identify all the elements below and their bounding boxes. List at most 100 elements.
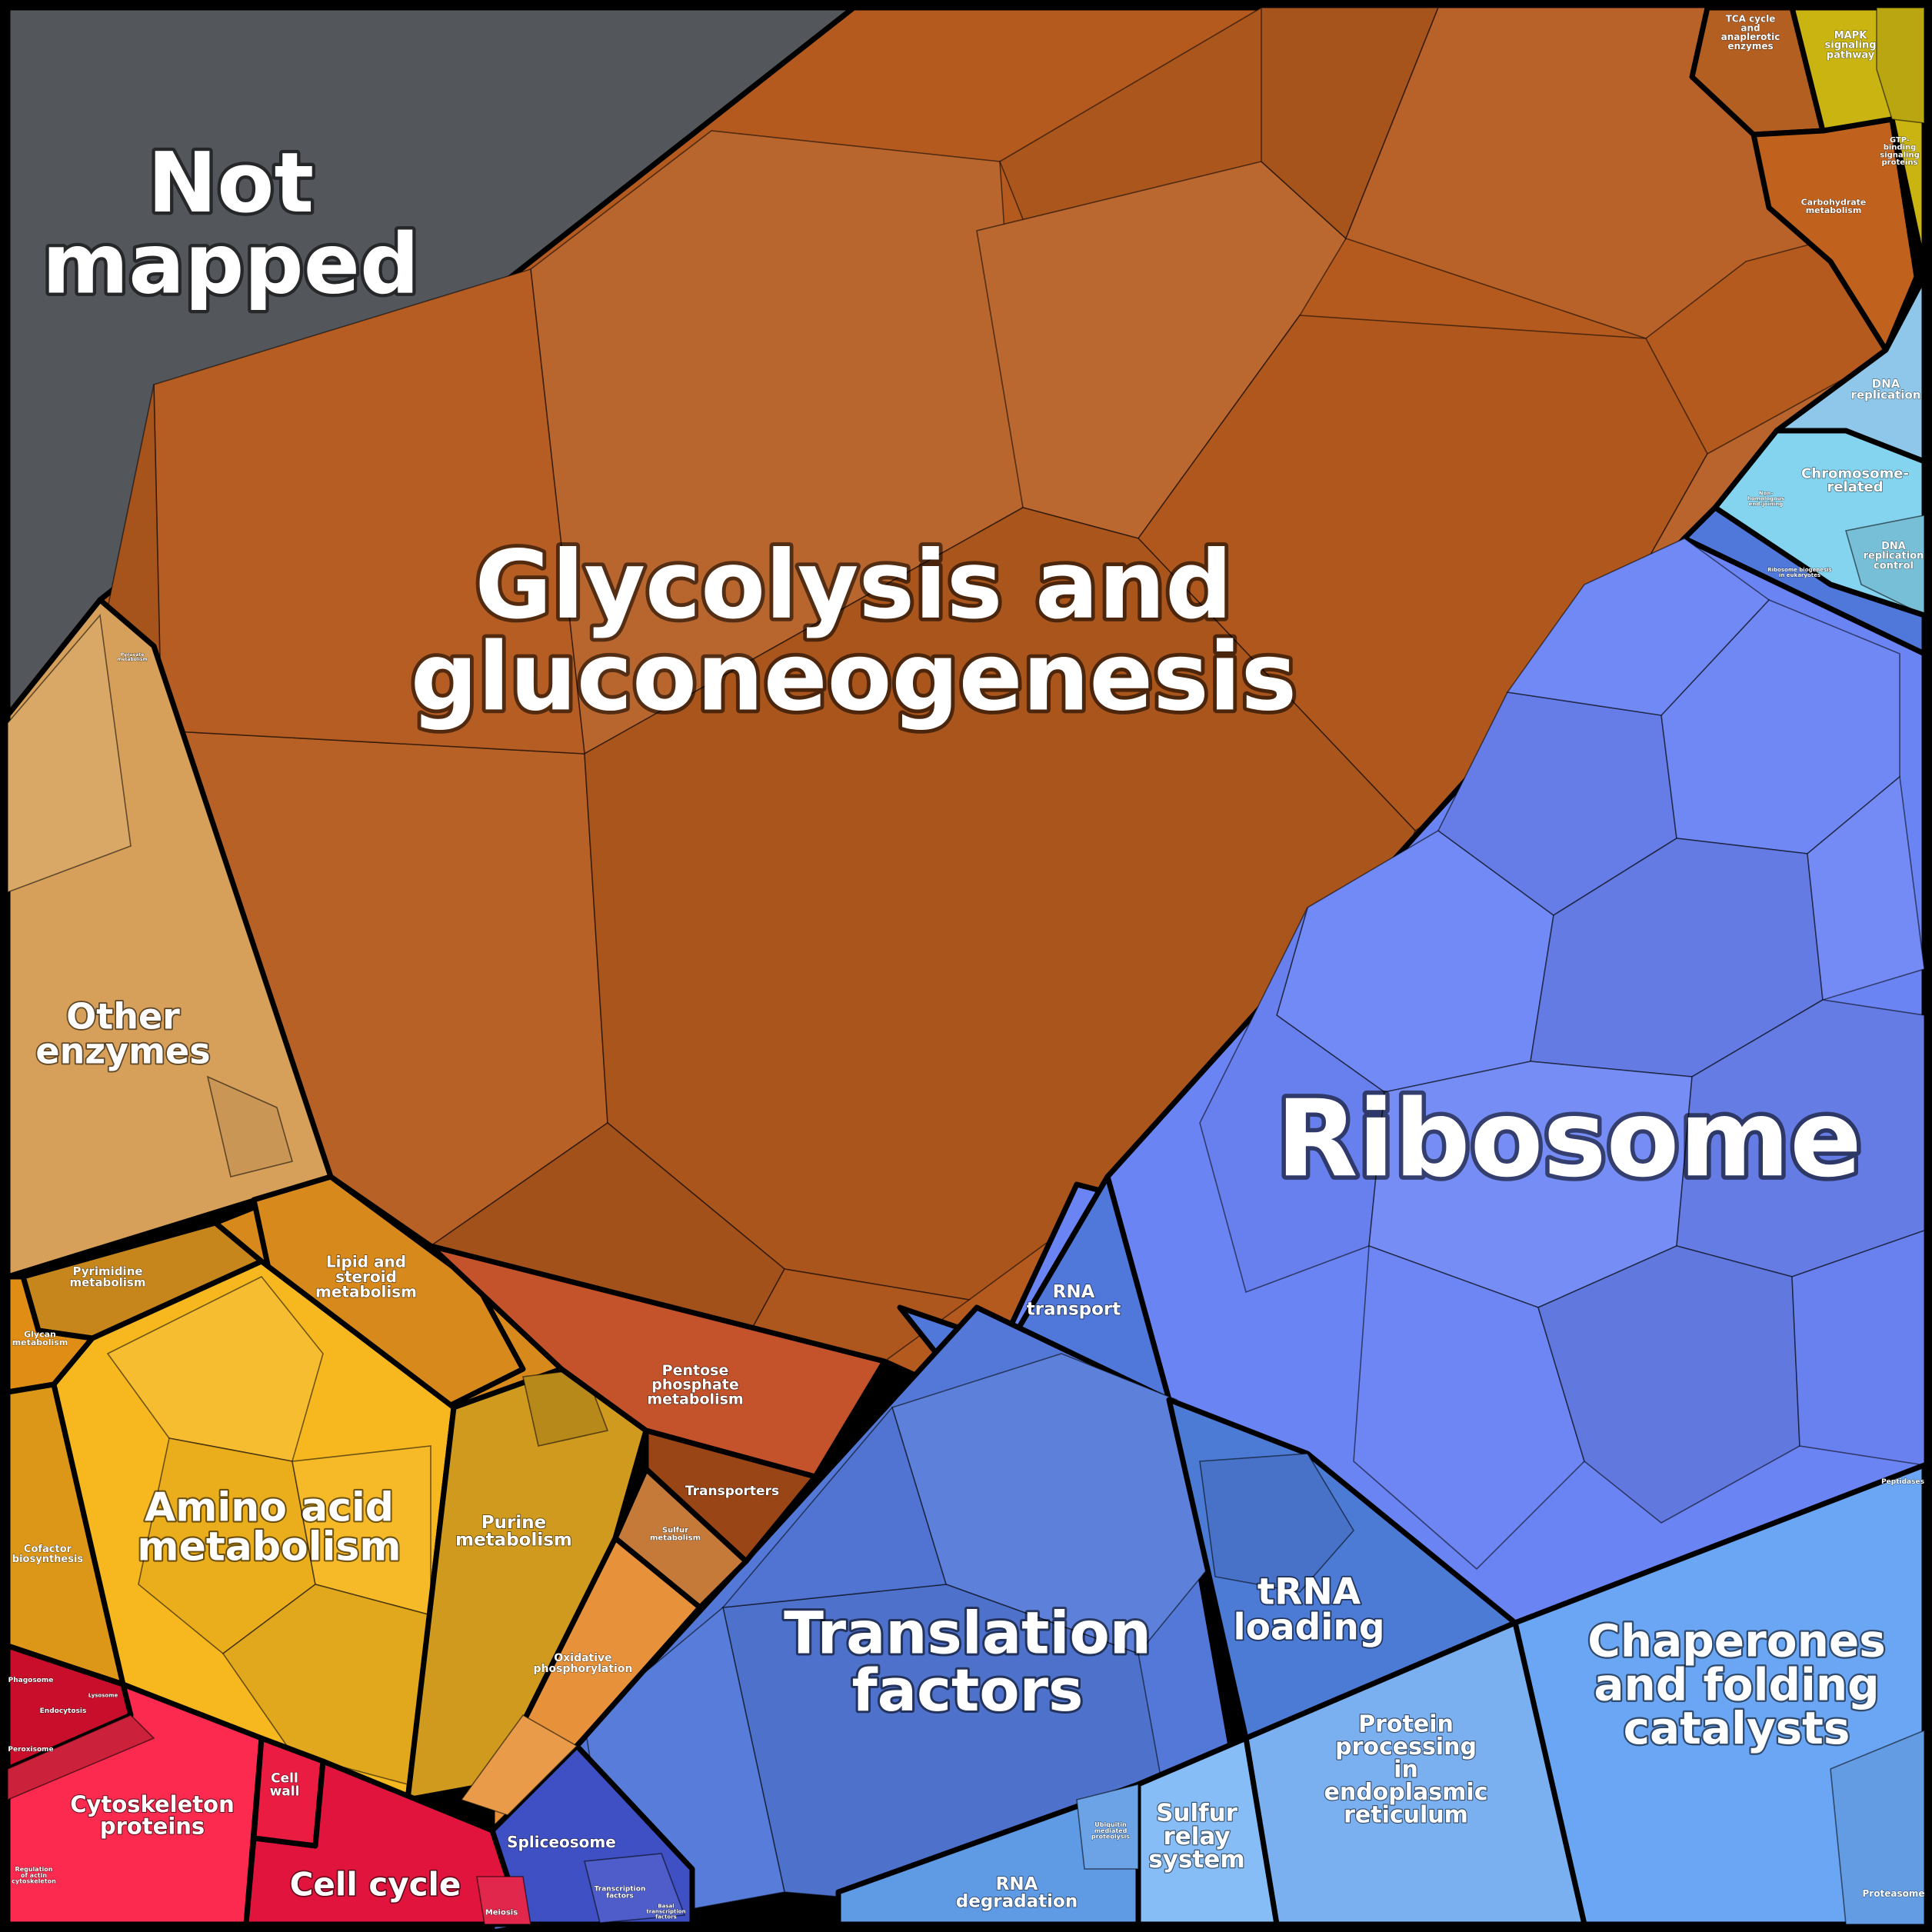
label-line: proteolysis [1091,1834,1130,1840]
label-line: control [1874,560,1914,571]
label-line: of actin [21,1872,47,1879]
label-line: enzymes [1727,41,1773,52]
label-trna: tRNA loading [1234,1571,1385,1648]
chaperones-cell [1830,1729,1925,1925]
other-enzymes-cell [206,1075,293,1178]
label-gtp: GTP-binding signaling proteins [1880,136,1920,167]
label-line: metabolism [12,1337,68,1347]
label-chaperones: Chaperones and folding catalysts [1587,1614,1885,1754]
label-phagosome: Phagosome [8,1677,54,1684]
label-line: DNA [1881,541,1906,552]
label-peroxisome: Peroxisome [8,1746,53,1754]
label-dna-repl-control: DNA replication control [1864,541,1924,571]
label-line: enzymes [35,1031,210,1072]
label-cytoskeleton: Cytoskeleton proteins [70,1791,234,1839]
label-line: steroid [335,1267,397,1286]
label-line: metabolism [1806,205,1862,215]
label-line: factors [655,1914,677,1920]
label-line: phosphorylation [534,1663,633,1675]
label-line: Spliceosome [507,1833,616,1851]
label-line: factors [852,1656,1084,1724]
label-line: and [1740,22,1760,33]
label-pyrimidine: Pyrimidine metabolism [70,1264,146,1290]
label-translation: Translation factors [784,1598,1151,1724]
label-line: Phagosome [8,1677,54,1684]
label-pyruvate: Pyruvate metabolism [117,652,148,662]
label-proteasome: Proteasome [1863,1888,1925,1899]
label-line: related [1827,479,1883,495]
trna-cell [1199,1453,1354,1593]
label-line: Lysosome [88,1692,118,1698]
ribosome-cell [1506,538,1770,716]
label-mapk: MAPK signaling pathway [1825,30,1877,61]
label-regulation-actin: Regulation of actin cytoskeleton [12,1866,56,1885]
label-line: Proteasome [1863,1888,1925,1899]
label-line: pathway [1827,49,1875,61]
label-line: Peroxisome [8,1746,53,1754]
transcription-cell [583,1853,686,1924]
label-line: Sulfur [662,1527,688,1535]
region-ribosome [972,535,1927,1626]
label-line: metabolism [315,1283,417,1301]
label-line: replication [1864,551,1924,562]
label-other-enzymes: Other enzymes [35,996,210,1072]
label-line: Pentose [662,1362,729,1379]
label-line: processing [1335,1734,1477,1760]
label-line: GTP- [1890,136,1910,145]
label-rna-transport: RNA transport [1027,1282,1121,1320]
label-line: replication [1851,388,1921,402]
label-sulfur-relay: Sulfur relay system [1148,1799,1244,1874]
label-line: transcription [646,1908,685,1914]
label-purine: Purine metabolism [455,1513,572,1551]
label-cell-cycle: Cell cycle [290,1866,461,1904]
label-line: signaling [1880,151,1920,159]
label-line: RNA [1053,1282,1095,1302]
label-line: Chaperones [1587,1614,1885,1667]
label-line: cytoskeleton [12,1878,56,1885]
label-ribosome: Ribosome [1276,1077,1862,1201]
label-line: proteins [100,1813,205,1839]
label-line: Translation [784,1598,1151,1667]
label-line: Endocytosis [40,1707,87,1715]
label-line: Ribosome biogenesis [1767,567,1832,573]
label-line: Glycan [24,1329,56,1339]
label-line: metabolism [455,1530,572,1550]
label-line: factors [606,1893,634,1900]
label-meiosis: Meiosis [485,1909,518,1917]
label-oxidative: Oxidative phosphorylation [534,1652,633,1675]
label-cofactor: Cofactor biosynthesis [12,1544,84,1565]
region-phagosome [5,1643,155,1801]
label-carbohydrate: Carbohydrate metabolism [1801,197,1867,215]
oxidative-cell [460,1714,578,1816]
ubiquitin-cell [1076,1783,1139,1870]
label-line: metabolism [70,1276,146,1290]
label-rna-degradation: RNA degradation [956,1874,1078,1912]
label-line: signaling [1825,40,1877,52]
region-dna [1681,274,1927,657]
label-line: Protein [1358,1711,1454,1738]
label-line: Carbohydrate [1801,197,1867,207]
label-line: relay [1163,1823,1230,1850]
label-line: mapped [42,217,420,313]
label-line: Cytoskeleton [70,1791,234,1817]
label-line: degradation [956,1891,1078,1911]
label-glycan: Glycan metabolism [12,1329,68,1347]
label-line: gluconeogenesis [411,622,1297,731]
label-line: loading [1234,1606,1385,1648]
mapk-cell [1876,7,1925,124]
label-line: MAPK [1834,30,1868,42]
label-line: Ribosome [1276,1077,1862,1201]
label-lipid: Lipid and steroid metabolism [315,1252,417,1301]
label-line: Chromosome- [1801,465,1909,481]
label-line: anaplerotic [1721,32,1780,42]
label-line: endoplasmic [1324,1779,1488,1806]
label-line: in eukaryotes [1779,572,1820,578]
label-line: metabolism [647,1391,743,1407]
meiosis-cell [476,1876,531,1925]
label-protein-processing: Protein processing in endoplasmic reticulum [1324,1711,1488,1829]
label-line: Pyruvate [121,652,145,658]
label-line: and folding [1594,1658,1879,1710]
translation-cell [721,1406,948,1609]
label-line: Pyrimidine [72,1264,142,1278]
label-tca: TCA cycle and anaplerotic enzymes [1721,14,1780,52]
